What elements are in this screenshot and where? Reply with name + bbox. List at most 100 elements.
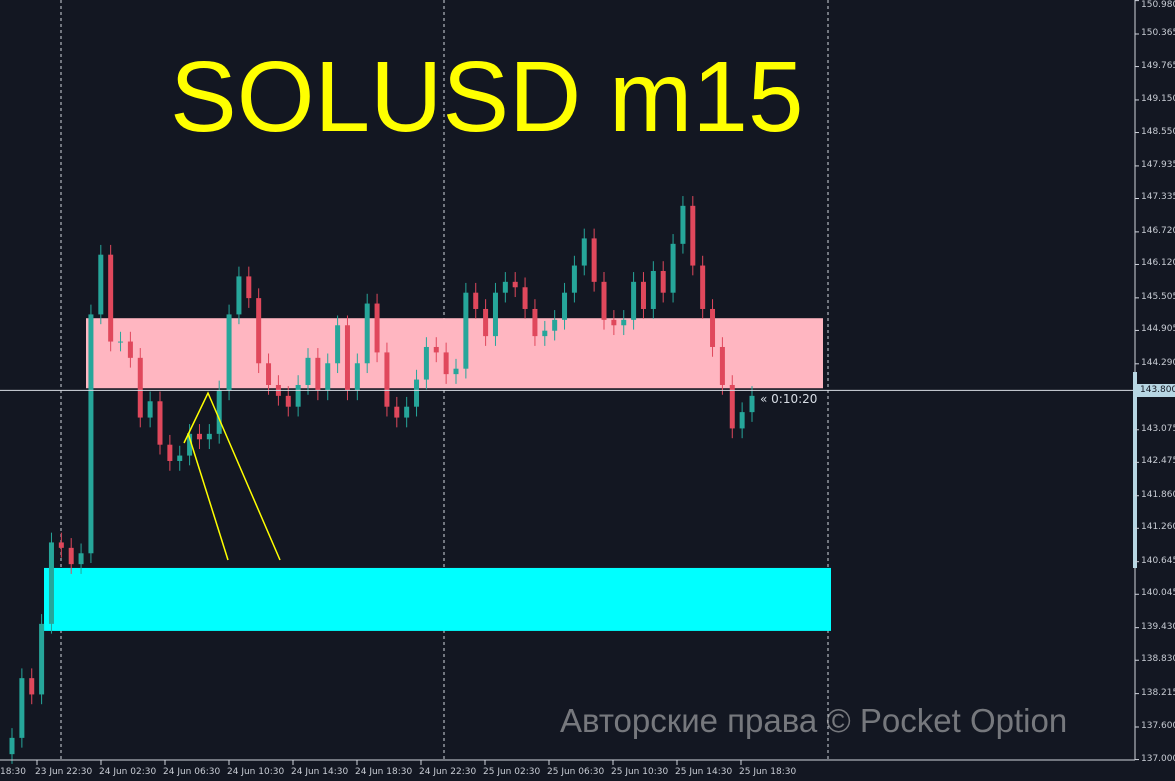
candle-body (640, 281, 646, 309)
candle-body (522, 287, 528, 309)
candle-body (157, 401, 163, 445)
candle-timer: « 0:10:20 (760, 392, 818, 406)
price-tick-label: 137.000 (1141, 753, 1175, 764)
candle-body (433, 346, 439, 353)
time-tick-label: 24 Jun 02:30 (99, 767, 157, 777)
candle-body (700, 265, 706, 309)
candle-body (710, 308, 716, 347)
candle-body (127, 341, 133, 358)
candle-body (196, 433, 202, 440)
candle-body (226, 314, 232, 391)
candle-body (335, 325, 341, 364)
candle-body (118, 341, 124, 343)
candle-body (601, 281, 607, 320)
candle-body (354, 363, 360, 391)
candle-body (542, 330, 548, 337)
time-tick-label: 23 Jun 22:30 (35, 767, 93, 777)
candle-body (108, 254, 114, 342)
price-tick-label: 139.430 (1141, 621, 1175, 632)
candle-body (147, 401, 153, 418)
candle-body (68, 547, 74, 565)
candle-body (9, 737, 15, 755)
candle-body (512, 281, 518, 288)
candle-body (680, 205, 686, 244)
axis-scroll-indicator (1133, 372, 1137, 568)
candle-body (137, 357, 143, 418)
price-tick-label: 150.980 (1141, 0, 1175, 10)
candle-body (729, 384, 735, 429)
candle-body (571, 265, 577, 293)
candle-body (492, 292, 498, 337)
price-tick-label: 141.860 (1141, 489, 1175, 500)
candle-body (48, 542, 54, 624)
candle-body (78, 553, 84, 565)
candle-body (631, 281, 637, 320)
candle-body (660, 270, 666, 293)
price-tick-label: 147.935 (1141, 159, 1175, 170)
candle-body (611, 319, 617, 326)
price-tick-label: 140.045 (1141, 588, 1175, 599)
candle-body (29, 678, 35, 695)
time-tick-label: 25 Jun 06:30 (547, 767, 605, 777)
candle-body (266, 363, 272, 385)
candle-body (473, 292, 479, 309)
price-tick-label: 141.260 (1141, 522, 1175, 533)
candle-body (404, 406, 410, 418)
candle-body (502, 281, 508, 293)
candle-body (315, 357, 321, 391)
time-tick-label: 18:30 (0, 767, 26, 777)
chart-title: SOLUSD m15 (170, 41, 804, 153)
candle-body (719, 346, 725, 385)
price-tick-label: 146.720 (1141, 225, 1175, 236)
candle-body (364, 303, 370, 364)
trendline (183, 391, 281, 561)
candle-body (187, 433, 193, 456)
candle-body (749, 395, 755, 413)
price-tick-label: 140.645 (1141, 555, 1175, 566)
time-tick-label: 25 Jun 02:30 (483, 767, 541, 777)
candle-body (344, 325, 350, 391)
price-tick-label: 149.150 (1141, 93, 1175, 104)
time-tick-label: 24 Jun 22:30 (419, 767, 477, 777)
candle-body (384, 352, 390, 407)
candle-body (325, 363, 331, 391)
candle-body (58, 542, 64, 548)
candle-body (177, 455, 183, 461)
candle-body (167, 444, 173, 461)
candle-body (374, 303, 380, 353)
candle-body (562, 292, 568, 320)
time-tick-label: 25 Jun 10:30 (611, 767, 669, 777)
candle-body (581, 238, 587, 266)
candle-body (394, 406, 400, 418)
candle-body (591, 238, 597, 282)
candle-body (98, 254, 104, 315)
candle-body (305, 357, 311, 385)
price-tick-label: 146.120 (1141, 258, 1175, 269)
trendline (187, 432, 229, 561)
candle-body (206, 433, 212, 440)
time-tick-label: 25 Jun 14:30 (675, 767, 733, 777)
candle-body (552, 319, 558, 331)
watermark: Авторские права © Pocket Option (560, 702, 1068, 739)
candle-body (453, 368, 459, 375)
candle-body (88, 314, 94, 554)
candle-body (621, 319, 627, 326)
candle-body (19, 678, 25, 738)
price-tick-label: 142.475 (1141, 456, 1175, 467)
price-tick-label: 138.830 (1141, 654, 1175, 665)
candle-body (216, 390, 222, 434)
resistance-zone (86, 318, 823, 389)
time-tick-label: 25 Jun 18:30 (739, 767, 797, 777)
price-tick-label: 147.335 (1141, 192, 1175, 203)
candle-body (285, 395, 291, 407)
candle-body (236, 276, 242, 315)
candle-body (256, 298, 262, 364)
price-tick-label: 137.600 (1141, 721, 1175, 731)
price-tick-label: 148.550 (1141, 126, 1175, 137)
time-tick-label: 24 Jun 18:30 (355, 767, 413, 777)
time-tick-label: 24 Jun 14:30 (291, 767, 349, 777)
candle-body (532, 308, 538, 337)
current-price-label: 143.800 (1136, 384, 1175, 397)
